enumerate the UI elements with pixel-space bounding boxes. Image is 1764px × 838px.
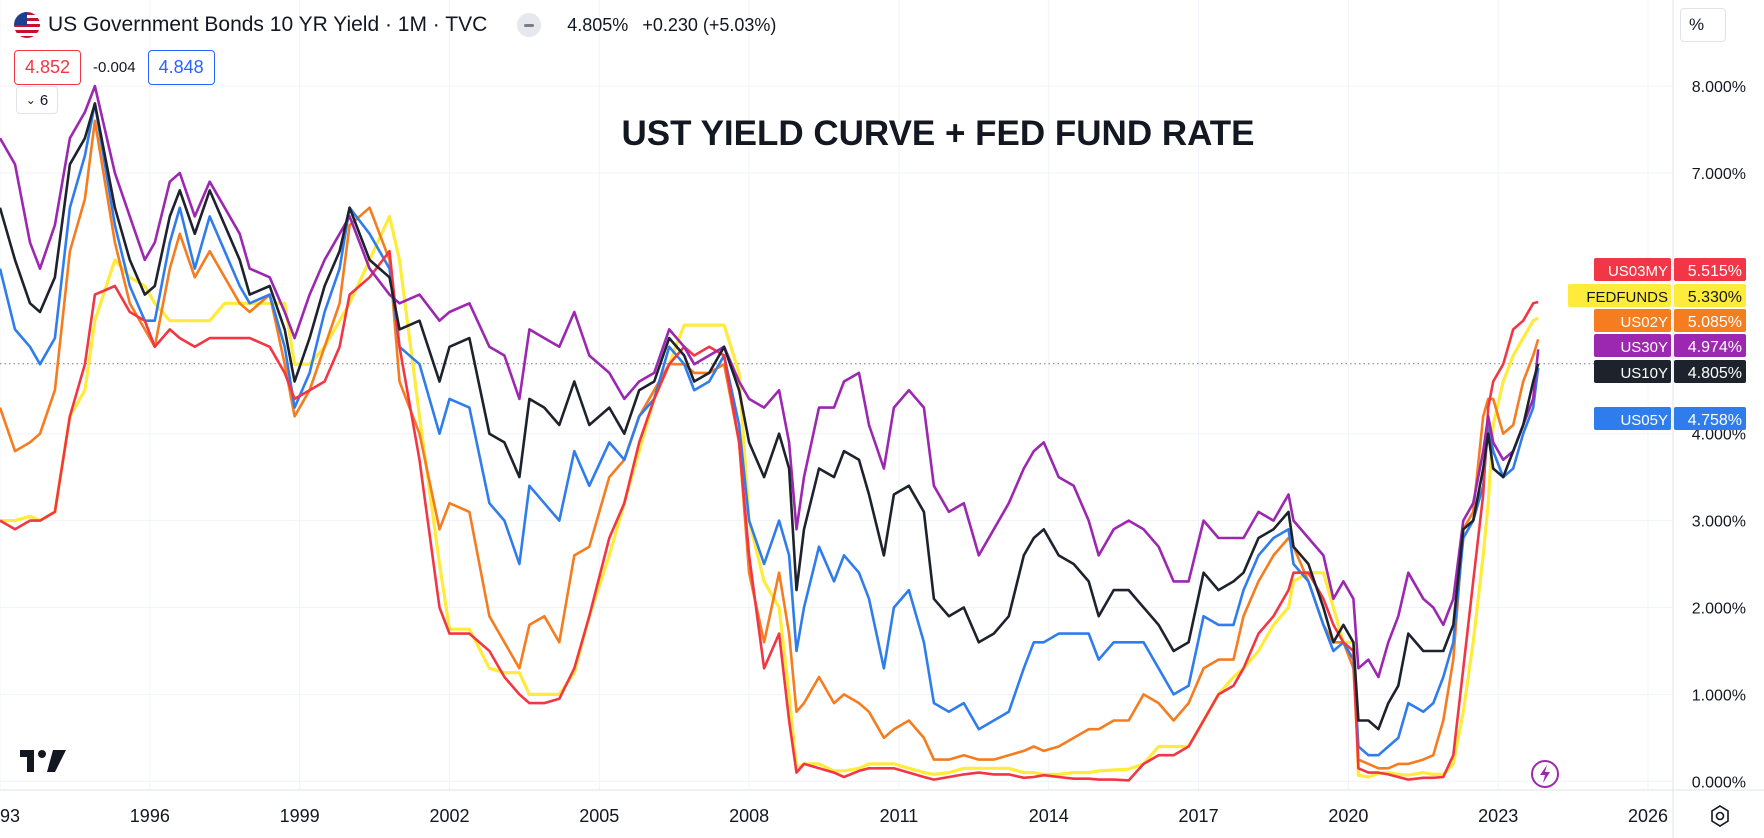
- time-axis: 1993 1996 1999 2002 2005 2008 2011 2014 2017 2020…: [0, 806, 1668, 826]
- series-value-badge: [1674, 309, 1746, 332]
- series-last-value: 5.515%: [1688, 263, 1742, 280]
- minimize-icon[interactable]: [517, 13, 542, 37]
- series-name: US02Y: [1620, 314, 1668, 331]
- x-tick-label: 2014: [1029, 806, 1069, 826]
- last-value: 4.805%: [567, 14, 629, 35]
- y-tick-label: 3.000%: [1692, 514, 1746, 531]
- ask-button[interactable]: 4.848: [147, 50, 215, 85]
- series-line-us03my[interactable]: [0, 249, 1539, 782]
- x-tick-label: 2020: [1328, 806, 1368, 826]
- series-last-value-labels: US03MY 5.515% FEDFUNDS 5.330% US02Y 5.085% US3…: [1568, 258, 1746, 430]
- indicators-collapse-button[interactable]: ⌄ 6: [16, 86, 58, 114]
- series-line-us30y[interactable]: [0, 84, 1540, 679]
- series-name: US05Y: [1620, 412, 1668, 429]
- y-tick-label: 2.000%: [1692, 601, 1746, 618]
- x-tick-label: 2011: [880, 806, 919, 826]
- series-last-value: 4.758%: [1688, 412, 1742, 429]
- bid-button[interactable]: 4.852: [14, 50, 82, 85]
- y-tick-label: 7.000%: [1692, 166, 1746, 183]
- series-last-value: 5.085%: [1688, 314, 1742, 331]
- series-layer: [0, 84, 1540, 782]
- series-value-badge: [1674, 360, 1746, 383]
- percent-scale-toggle[interactable]: %: [1680, 8, 1726, 42]
- last-value-label-us10y: US10Y 4.805%: [1594, 360, 1746, 383]
- x-tick-label: 2008: [729, 806, 769, 826]
- last-value-label-us03my: US03MY 5.515%: [1594, 258, 1746, 281]
- last-value-label-us02y: US02Y 5.085%: [1594, 309, 1746, 332]
- series-value-badge: [1674, 334, 1746, 357]
- series-name: US10Y: [1620, 365, 1668, 382]
- grid-lines: [0, 0, 1673, 790]
- y-tick-label: 8.000%: [1692, 79, 1746, 96]
- last-value-label-us05y: US05Y 4.758%: [1594, 407, 1746, 430]
- series-name-badge: [1594, 334, 1671, 357]
- gear-icon[interactable]: [1707, 803, 1733, 829]
- series-name: FEDFUNDS: [1586, 289, 1668, 306]
- series-name-badge: [1594, 360, 1671, 383]
- symbol-header: US Government Bonds 10 YR Yield · 1M · T…: [14, 10, 776, 40]
- change-value: +0.230 (+5.03%): [642, 14, 777, 35]
- x-tick-label: 2026: [1628, 806, 1668, 826]
- us-flag-icon: [14, 12, 40, 38]
- series-last-value: 5.330%: [1688, 289, 1742, 306]
- series-last-value: 4.805%: [1688, 365, 1742, 382]
- series-value-badge: [1674, 407, 1746, 430]
- tradingview-logo-icon: [20, 750, 66, 772]
- price-axis: 0.000% 1.000% 2.000% 3.000% 4.000% 8.000% 7.00…: [1692, 79, 1746, 791]
- x-tick-label: 1996: [130, 806, 170, 826]
- x-tick-label: 2005: [579, 806, 619, 826]
- y-tick-label: 0.000%: [1692, 774, 1746, 791]
- x-tick-label: 2023: [1478, 806, 1518, 826]
- y-tick-label: 4.000%: [1692, 427, 1746, 444]
- series-last-value: 4.974%: [1688, 339, 1742, 356]
- series-name: US03MY: [1608, 263, 1668, 280]
- series-name-badge: [1594, 258, 1671, 281]
- x-tick-label: 1993: [0, 806, 20, 826]
- chevron-down-icon: ⌄: [25, 93, 36, 107]
- lightning-icon[interactable]: [1530, 759, 1560, 789]
- last-value-label-us30y: US30Y 4.974%: [1594, 334, 1746, 357]
- symbol-title[interactable]: US Government Bonds 10 YR Yield · 1M · T…: [48, 13, 488, 36]
- chart-title: UST YIELD CURVE + FED FUND RATE: [622, 114, 1255, 153]
- indicator-count: 6: [39, 91, 49, 109]
- x-tick-label: 2002: [429, 806, 469, 826]
- series-name: US30Y: [1620, 339, 1668, 356]
- last-value-label-fedfunds: FEDFUNDS 5.330%: [1568, 284, 1746, 307]
- series-line-us10y[interactable]: [0, 102, 1540, 731]
- series-name-badge: [1594, 309, 1671, 332]
- x-tick-label: 2017: [1179, 806, 1219, 826]
- series-name-badge: [1568, 284, 1671, 307]
- series-value-badge: [1674, 258, 1746, 281]
- y-tick-label: 1.000%: [1692, 687, 1746, 704]
- series-name-badge: [1594, 407, 1671, 430]
- spread-value: -0.004: [93, 59, 136, 76]
- quote-panel: 4.852 -0.004 4.848: [14, 50, 215, 85]
- x-tick-label: 1999: [280, 806, 320, 826]
- series-value-badge: [1674, 284, 1746, 307]
